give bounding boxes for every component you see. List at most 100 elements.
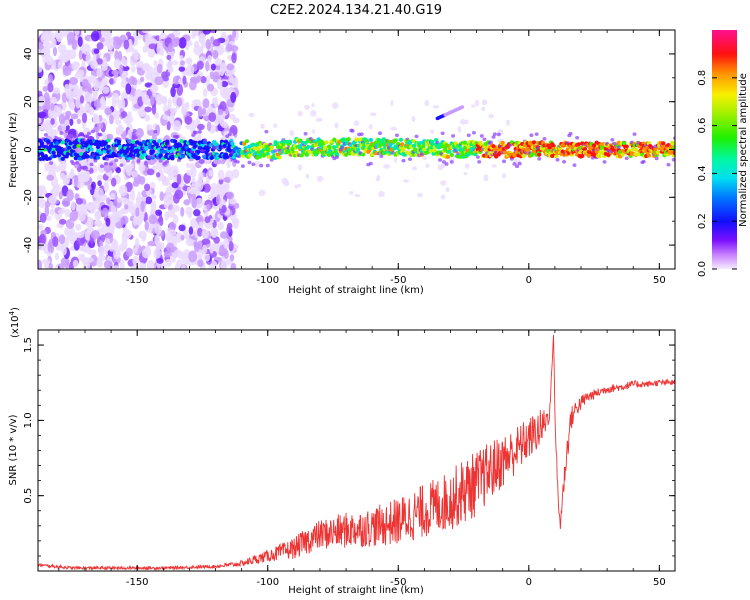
spectrogram-noise-mark	[147, 124, 153, 131]
spectrogram-noise-mark	[38, 117, 42, 124]
colorbar-tick-label: 0.8	[697, 70, 708, 86]
spectrogram-noise-mark	[145, 196, 153, 205]
spectrogram-band-mark	[165, 139, 170, 144]
spectrogram-noise-mark	[124, 204, 129, 210]
spectrogram-band-edge-mark	[654, 156, 659, 161]
spectrogram-noise-mark	[113, 265, 120, 269]
spectrogram-noise-mark	[217, 108, 224, 116]
spectrogram-noise-mark	[223, 238, 229, 249]
spectrogram-noise-mark	[38, 224, 44, 230]
spectrogram-noise-mark	[52, 87, 61, 95]
spectrogram-noise-mark	[116, 197, 122, 203]
spectrogram-noise-mark	[81, 112, 88, 124]
spectrogram-band-edge-mark	[240, 164, 245, 168]
spectrogram-band-mark	[306, 144, 311, 149]
spectrogram-noise-mark	[155, 93, 164, 103]
spectrogram-band-mark	[355, 147, 361, 152]
spectrogram-band-mark	[106, 138, 111, 143]
spectrogram-noise-mark	[145, 69, 153, 81]
spectrogram-noise-mark	[111, 214, 118, 226]
spectrogram-speckle-mark	[502, 173, 507, 179]
spectrogram-noise-mark	[105, 238, 111, 248]
spectrogram-noise-mark	[66, 90, 74, 100]
spectrogram-noise-mark	[178, 224, 186, 232]
spectrogram-noise-mark	[159, 191, 165, 202]
spectrogram-noise-mark	[69, 118, 74, 126]
spectrogram-noise-mark	[111, 98, 117, 108]
spectrogram-band-mark	[354, 137, 359, 142]
spectrogram-noise-mark	[185, 123, 194, 130]
spectrogram-noise-mark	[70, 201, 76, 211]
spectrogram-band-edge-mark	[265, 163, 270, 168]
spectrogram-noise-mark	[220, 256, 226, 264]
spectrogram-band-edge-mark	[235, 160, 240, 164]
spectrogram-band-mark	[334, 152, 340, 157]
spectrogram-band-edge-mark	[502, 159, 507, 164]
spectrogram-noise-mark	[52, 236, 59, 248]
spectrogram-noise-mark	[215, 194, 221, 206]
spectrogram-noise-mark	[156, 258, 164, 264]
spectrogram-noise-mark	[104, 107, 112, 116]
spectrogram-noise-mark	[93, 90, 98, 101]
spectrogram-band-edge-mark	[303, 131, 308, 136]
spectrogram-band-mark	[346, 137, 351, 142]
spectrogram-streak-mark	[460, 105, 465, 109]
spectrogram-noise-mark	[90, 229, 100, 240]
spectrogram-noise-mark	[203, 253, 211, 262]
spectrogram-noise-mark	[184, 116, 193, 125]
spectrogram-noise-mark	[76, 232, 85, 239]
spectrogram-noise-mark	[179, 60, 185, 66]
spectrogram-band-mark	[531, 140, 537, 145]
spectrogram-noise-mark	[219, 115, 224, 127]
spectrogram-noise-mark	[203, 183, 211, 193]
spectrogram-noise-mark	[156, 63, 163, 74]
spectrogram-noise-mark	[74, 72, 83, 79]
spectrogram-noise-mark	[70, 102, 76, 111]
spectrogram-band-mark	[368, 137, 374, 142]
spectrogram-noise-mark	[181, 254, 190, 266]
spectrogram-noise-mark	[39, 212, 47, 223]
spectrogram-noise-mark	[119, 259, 125, 269]
spectrogram-noise-mark	[94, 220, 99, 227]
spectrogram-speckle-mark	[471, 104, 476, 108]
spectrogram-noise-mark	[76, 118, 82, 125]
spectrogram-noise-mark	[185, 162, 192, 168]
spectrogram-noise-mark	[146, 260, 155, 269]
spectrogram-noise-mark	[196, 60, 204, 70]
spectrogram-noise-mark	[166, 54, 172, 61]
spectrogram-noise-mark	[178, 66, 186, 72]
spectrogram-band-mark	[399, 142, 405, 147]
spectrogram-band-mark	[364, 139, 370, 144]
spectrogram-noise-mark	[97, 180, 102, 187]
spectrogram-noise-mark	[143, 211, 148, 223]
spectrogram-band-mark	[266, 154, 272, 159]
spectrogram-noise-mark	[142, 45, 148, 54]
spectrogram-band-mark	[633, 152, 639, 157]
spectrogram-band-edge-mark	[610, 137, 615, 142]
spectrogram-speckle-mark	[354, 193, 361, 198]
spectrogram-noise-mark	[44, 42, 49, 55]
spectrogram-band-edge-mark	[59, 131, 64, 135]
spectrogram-speckle-mark	[464, 163, 470, 169]
spectrogram-noise-mark	[78, 253, 85, 262]
spectrogram-noise-mark	[144, 114, 151, 122]
spectrogram-band-edge-mark	[247, 160, 252, 165]
spectrogram-band-mark	[582, 147, 588, 152]
top-x-axis-label: Height of straight line (km)	[288, 285, 424, 296]
spectrogram-speckle-mark	[297, 183, 302, 188]
spectrogram-band-edge-mark	[568, 131, 573, 136]
spectrogram-band-edge-mark	[197, 130, 202, 134]
spectrogram-noise-mark	[207, 194, 215, 200]
spectrogram-noise-mark	[201, 229, 210, 239]
spectrogram-noise-mark	[193, 209, 201, 217]
spectrogram-noise-mark	[170, 112, 175, 119]
spectrogram-noise-mark	[185, 206, 193, 216]
spectrogram-noise-mark	[180, 234, 185, 241]
spectrogram-noise-mark	[228, 241, 234, 252]
spectrogram-noise-mark	[201, 247, 208, 254]
spectrogram-band-mark	[52, 154, 58, 159]
spectrogram-noise-mark	[202, 88, 208, 98]
spectrogram-noise-mark	[174, 262, 180, 269]
spectrogram-speckle-mark	[506, 119, 511, 126]
spectrogram-noise-mark	[66, 189, 74, 202]
